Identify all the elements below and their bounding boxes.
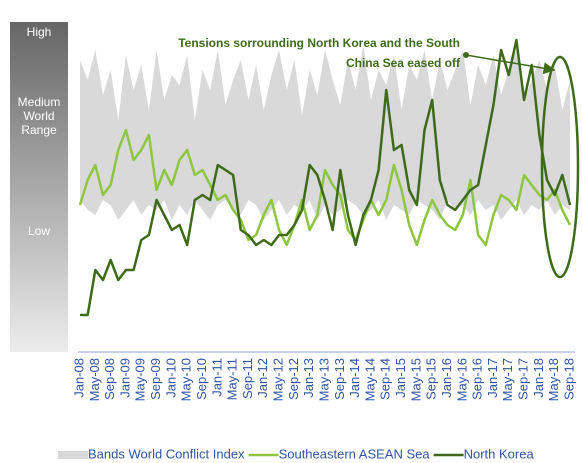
range-low: Low [28, 224, 50, 238]
range-medium: Range [21, 123, 57, 137]
x-tick-label: May-16 [454, 358, 469, 401]
x-tick-label: May-08 [87, 358, 102, 401]
x-tick-label: Jan-09 [117, 358, 132, 398]
range-panel [10, 22, 68, 352]
legend-item: Bands World Conflict Index [58, 446, 245, 461]
band-area [80, 45, 570, 220]
x-tick-label: Sep-09 [148, 358, 163, 400]
x-tick-label: Sep-14 [378, 358, 393, 400]
range-medium: World [23, 109, 54, 123]
x-tick-label: Jan-08 [71, 358, 86, 398]
x-tick-label: Jan-15 [393, 358, 408, 398]
x-tick-label: Sep-12 [286, 358, 301, 400]
x-tick-label: Jan-17 [485, 358, 500, 398]
legend-label: North Korea [464, 446, 535, 461]
x-tick-label: Sep-08 [102, 358, 117, 400]
arrow-dot [463, 52, 469, 58]
x-tick-label: Sep-17 [516, 358, 531, 400]
x-tick-label: Jan-16 [439, 358, 454, 398]
x-tick-label: Sep-10 [194, 358, 209, 400]
x-tick-label: Jan-13 [301, 358, 316, 398]
series-line [78, 128, 572, 247]
x-tick-label: Jan-18 [531, 358, 546, 398]
legend-item: North Korea [433, 446, 535, 461]
x-tick-label: Sep-13 [332, 358, 347, 400]
annotation-arrow [465, 54, 556, 75]
x-tick-label: May-11 [225, 358, 240, 400]
x-tick-label: Jan-11 [209, 358, 224, 397]
legend-item: Southeastern ASEAN Sea [248, 446, 431, 461]
x-tick-label: May-18 [546, 358, 561, 401]
x-tick-label: May-15 [408, 358, 423, 401]
annotation: China Sea eased off [346, 56, 461, 70]
series-line [80, 38, 572, 317]
x-tick-label: May-14 [362, 358, 377, 401]
legend-swatch [58, 451, 88, 459]
x-tick-label: Jan-10 [163, 358, 178, 398]
range-medium: Medium [18, 95, 61, 109]
x-tick-label: Sep-11 [240, 358, 255, 399]
x-tick-label: Sep-18 [561, 358, 576, 400]
legend-label: Southeastern ASEAN Sea [279, 446, 431, 461]
x-tick-label: Jan-12 [255, 358, 270, 398]
legend-label: Bands World Conflict Index [88, 446, 245, 461]
x-tick-label: Jan-14 [347, 358, 362, 398]
x-tick-label: Sep-15 [424, 358, 439, 400]
annotation: Tensions sorrounding North Korea and the… [178, 36, 460, 50]
x-tick-label: May-09 [133, 358, 148, 401]
x-tick-label: May-13 [316, 358, 331, 401]
x-tick-label: May-17 [500, 358, 515, 401]
highlight-ellipse [540, 55, 580, 279]
x-tick-label: Sep-16 [470, 358, 485, 400]
range-high: High [27, 25, 52, 39]
x-tick-label: May-10 [179, 358, 194, 401]
x-tick-label: May-12 [271, 358, 286, 401]
